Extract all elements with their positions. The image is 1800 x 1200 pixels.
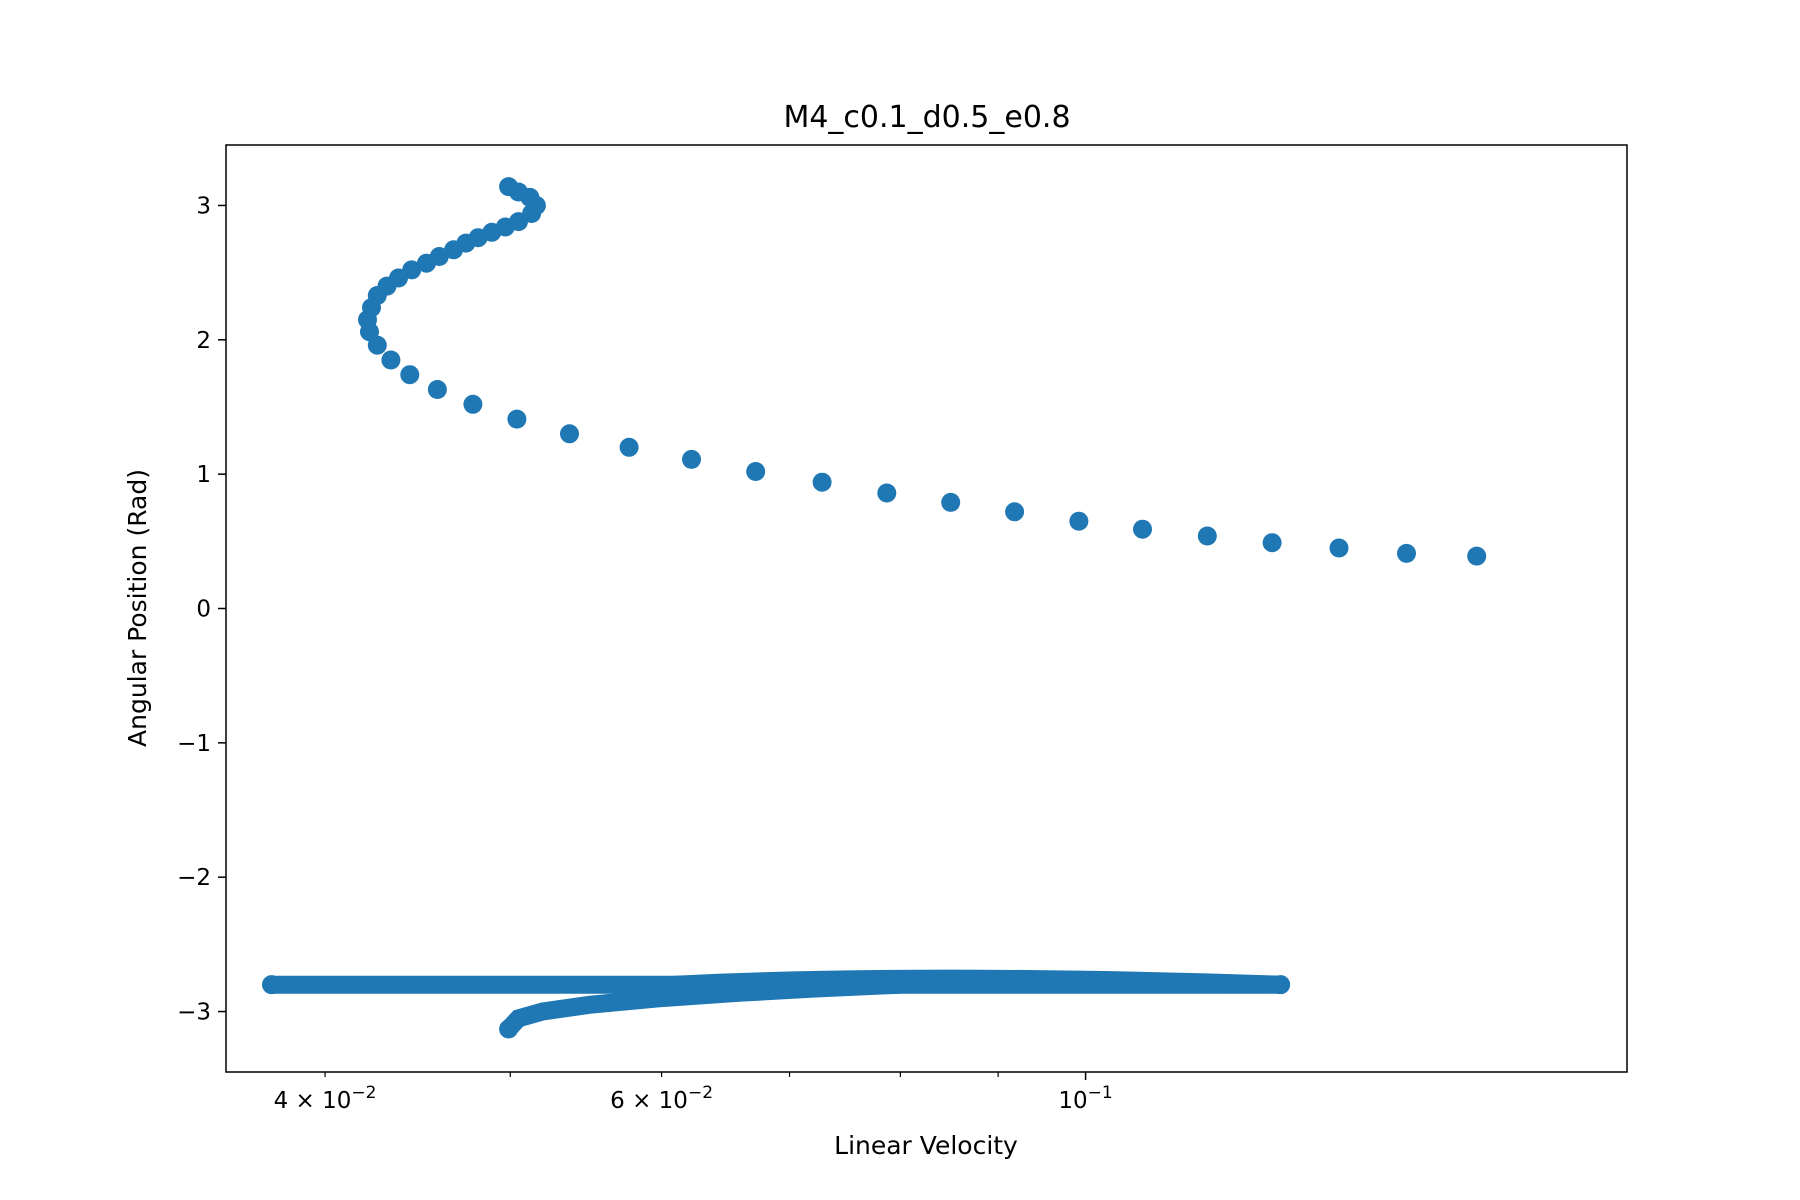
data-point [1005,502,1025,522]
data-point [812,472,832,492]
data-point [400,365,420,385]
data-point [746,462,766,481]
data-point [427,380,447,399]
trail-end-point [1271,975,1291,995]
x-tick-label: 6 × 10−2 [610,1083,713,1114]
trail-1 [666,969,1290,994]
data-point [367,335,387,355]
trail-2 [499,975,910,1038]
data-point [1069,511,1089,531]
y-tick-label: 2 [196,328,211,354]
data-point [619,437,639,457]
trail-end-point [261,975,281,995]
y-axis: −3 −2 −1 0 1 2 3 [177,193,226,1026]
data-point [444,240,464,260]
data-point [1262,533,1282,553]
data-point [941,492,961,512]
data-point [1197,526,1217,546]
y-tick-label: −3 [177,1000,211,1026]
x-tick-label: 4 × 10−2 [274,1083,377,1114]
data-point [1467,546,1487,566]
plot-area [261,177,1487,1039]
data-point [507,409,527,429]
x-axis: 10−1 4 × 10−2 6 × 10−2 [274,1072,1113,1114]
data-point [560,424,579,444]
x-tick-label: 10−1 [1058,1083,1112,1114]
y-axis-label: Angular Position (Rad) [123,469,152,747]
data-point [1329,538,1349,558]
y-tick-label: 3 [196,193,211,219]
y-tick-label: −1 [177,731,211,757]
y-tick-label: 0 [196,597,211,623]
data-point [1133,519,1152,539]
data-point [682,449,701,469]
x-axis-label: Linear Velocity [834,1131,1018,1160]
data-point [463,394,483,414]
data-point [417,253,436,273]
data-point [381,350,401,370]
plot-frame [225,144,1628,1073]
chart-title: M4_c0.1_d0.5_e0.8 [783,100,1070,135]
data-point [877,483,897,503]
y-tick-label: −2 [177,865,211,891]
trail-end-point [499,1019,519,1039]
data-point [1397,543,1416,563]
y-tick-label: 1 [196,462,211,488]
